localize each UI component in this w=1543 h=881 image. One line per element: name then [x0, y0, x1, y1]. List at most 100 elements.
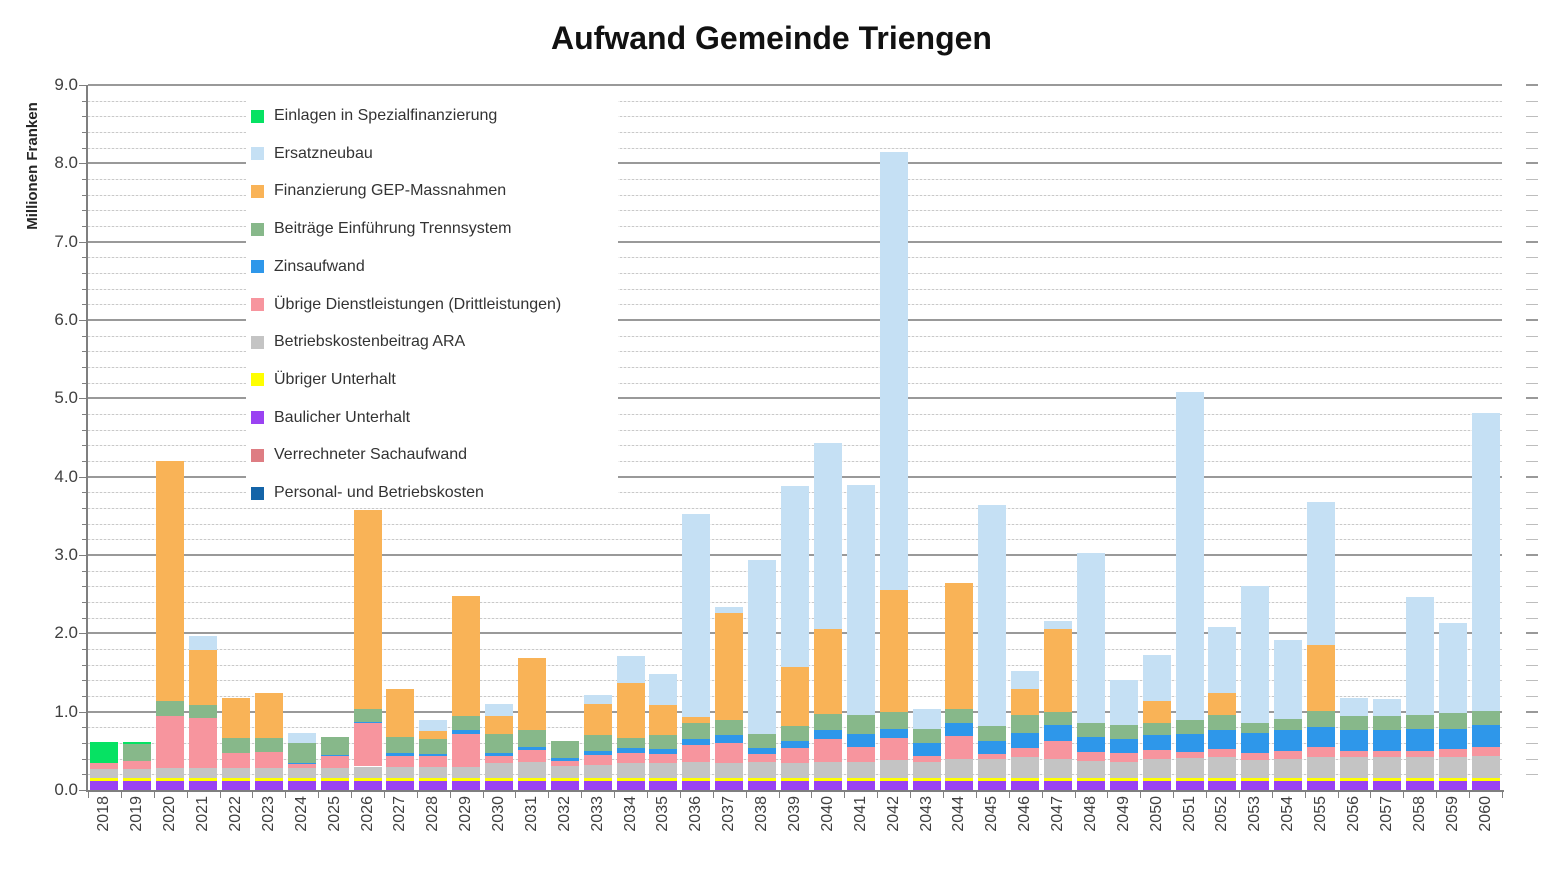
y-axis-tick	[79, 85, 87, 86]
bar-segment	[452, 733, 481, 768]
y-axis-tick	[82, 288, 87, 290]
bar-segment	[649, 781, 678, 790]
bar-segment	[419, 753, 448, 756]
y-axis-tick	[82, 758, 87, 760]
right-tick	[1526, 710, 1538, 713]
bar-segment	[452, 778, 481, 782]
right-tick	[1526, 429, 1538, 431]
right-tick	[1526, 758, 1538, 760]
x-axis-tick	[1502, 792, 1503, 798]
bar-segment	[320, 768, 349, 779]
bar-segment	[452, 595, 481, 717]
bar-segment	[189, 781, 218, 790]
bar-segment	[649, 705, 678, 736]
minor-gridline	[88, 367, 1502, 368]
bar-segment	[682, 745, 711, 762]
x-tick-label: 2022	[226, 796, 244, 832]
bar-segment	[879, 590, 908, 713]
x-tick-label: 2034	[621, 796, 639, 832]
legend-item: Beiträge Einführung Trennsystem	[251, 219, 511, 239]
bar-segment	[583, 735, 612, 751]
x-tick-label: 2044	[950, 796, 968, 832]
x-tick-label: 2039	[786, 796, 803, 832]
bar-segment	[1175, 757, 1204, 779]
legend-item: Übrige Dienstleistungen (Drittleistungen…	[251, 295, 561, 315]
bar-segment	[1471, 746, 1500, 757]
bar-segment	[320, 736, 349, 755]
x-tick-label: 2056	[1345, 796, 1363, 832]
bar-segment	[1241, 778, 1270, 782]
bar-segment	[419, 767, 448, 779]
bar-segment	[978, 759, 1007, 779]
bar-segment	[485, 778, 514, 782]
bar-segment	[353, 723, 382, 767]
y-tick-label: 8.0	[54, 153, 78, 173]
bar-segment	[419, 755, 448, 768]
bar-segment	[90, 781, 119, 790]
bar-segment	[221, 697, 250, 739]
bar-segment	[386, 778, 415, 782]
x-axis-tick	[910, 792, 912, 798]
bar-segment	[1372, 757, 1401, 779]
bar-segment	[1372, 699, 1401, 717]
bar-segment	[1340, 697, 1369, 717]
legend-item: Zinsaufwand	[251, 257, 365, 277]
legend-swatch-icon	[251, 486, 264, 500]
legend-item: Verrechneter Sachaufwand	[251, 445, 467, 465]
bar-segment	[649, 778, 678, 782]
y-axis-tick	[79, 555, 87, 556]
bar-segment	[353, 708, 382, 722]
bar-segment	[1274, 758, 1303, 779]
bar-segment	[1076, 752, 1105, 761]
y-axis-tick	[82, 132, 87, 133]
bar-segment	[682, 722, 711, 740]
bar-segment	[1340, 730, 1369, 751]
bar-segment	[846, 485, 875, 715]
minor-gridline	[88, 351, 1502, 353]
x-tick-label: 2041	[851, 796, 869, 832]
y-axis-tick	[82, 273, 87, 274]
right-tick	[1526, 774, 1538, 776]
major-gridline	[88, 319, 1502, 321]
minor-gridline	[88, 414, 1502, 415]
bar-segment	[123, 743, 152, 761]
bar-segment	[353, 510, 382, 709]
legend-swatch-icon	[251, 448, 264, 462]
minor-gridline	[88, 304, 1502, 306]
bar-segment	[1438, 623, 1467, 714]
bar-segment	[189, 704, 218, 718]
bar-segment	[1241, 732, 1270, 754]
legend-item: Übriger Unterhalt	[251, 370, 396, 390]
bar-segment	[123, 742, 152, 744]
bar-segment	[550, 757, 579, 761]
legend-label: Übrige Dienstleistungen (Drittleistungen…	[274, 295, 562, 313]
bar-segment	[781, 725, 809, 741]
bar-segment	[485, 763, 514, 779]
bar-segment	[156, 781, 185, 790]
bar-segment	[1175, 781, 1204, 790]
x-tick-label: 2038	[753, 796, 771, 832]
bar-segment	[1405, 781, 1434, 790]
bar-segment	[879, 760, 908, 779]
bar-segment	[1340, 750, 1369, 758]
x-axis-tick	[1041, 792, 1043, 798]
bar-segment	[1076, 781, 1105, 790]
bar-segment	[1044, 629, 1073, 713]
minor-gridline	[88, 382, 1502, 384]
bar-segment	[221, 768, 250, 779]
bar-segment	[682, 778, 711, 782]
bar-segment	[1208, 729, 1237, 750]
bar-segment	[748, 733, 777, 749]
bar-segment	[1471, 710, 1500, 725]
right-tick	[1526, 649, 1538, 650]
right-tick	[1526, 445, 1538, 447]
x-axis-tick	[811, 792, 813, 798]
bar-segment	[781, 748, 809, 764]
minor-gridline	[88, 100, 1502, 102]
right-tick	[1526, 586, 1538, 588]
bar-segment	[912, 756, 941, 762]
bar-segment	[485, 703, 514, 716]
x-tick-label: 2049	[1114, 796, 1132, 832]
bar-segment	[682, 739, 711, 746]
bar-segment	[287, 778, 316, 782]
